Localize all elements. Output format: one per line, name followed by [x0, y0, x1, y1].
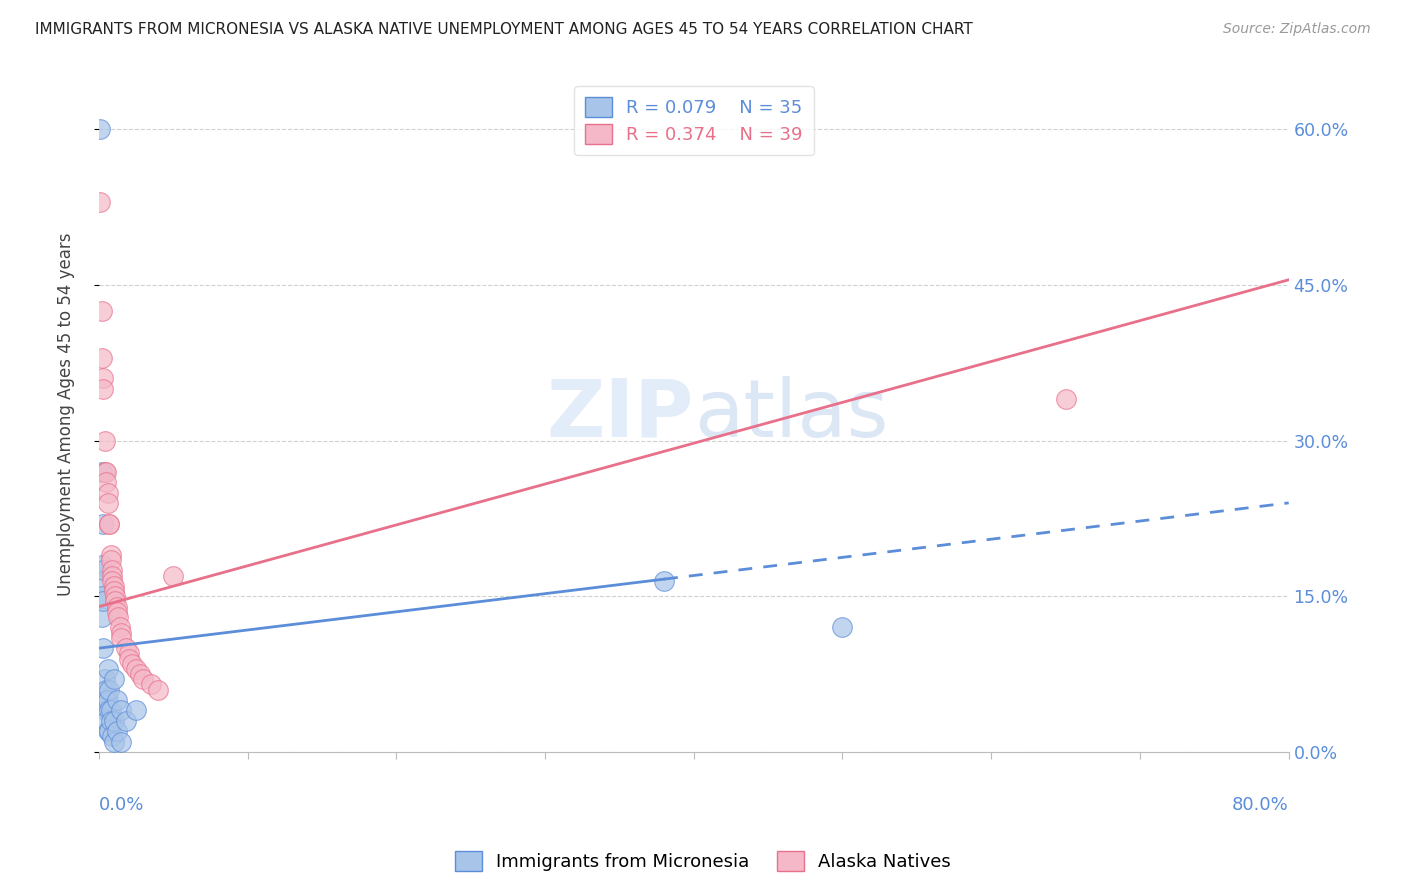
Text: 80.0%: 80.0%: [1232, 796, 1289, 814]
Legend: Immigrants from Micronesia, Alaska Natives: Immigrants from Micronesia, Alaska Nativ…: [447, 844, 959, 879]
Point: [91, 516, 114, 531]
Point: [101, 574, 124, 588]
Point: [97, 485, 120, 500]
Point: [125, 662, 148, 676]
Point: [93, 434, 115, 448]
Point: [98, 724, 121, 739]
Point: [104, 594, 127, 608]
Point: [89, 194, 111, 209]
Point: [91, 594, 114, 608]
Point: [101, 730, 124, 744]
Point: [91, 563, 114, 577]
Point: [90, 351, 112, 365]
Point: [117, 646, 139, 660]
Point: [107, 610, 129, 624]
Point: [90, 589, 112, 603]
Point: [114, 641, 136, 656]
Point: [100, 548, 122, 562]
Point: [98, 516, 121, 531]
Point: [114, 714, 136, 728]
Point: [105, 693, 128, 707]
Text: IMMIGRANTS FROM MICRONESIA VS ALASKA NATIVE UNEMPLOYMENT AMONG AGES 45 TO 54 YEA: IMMIGRANTS FROM MICRONESIA VS ALASKA NAT…: [35, 22, 973, 37]
Point: [652, 574, 675, 588]
Text: atlas: atlas: [693, 376, 889, 454]
Point: [96, 714, 118, 728]
Point: [129, 667, 152, 681]
Point: [97, 496, 120, 510]
Point: [97, 693, 120, 707]
Point: [101, 563, 124, 577]
Legend: R = 0.079    N = 35, R = 0.374    N = 39: R = 0.079 N = 35, R = 0.374 N = 39: [574, 87, 814, 155]
Point: [110, 703, 132, 717]
Point: [100, 703, 122, 717]
Point: [103, 734, 125, 748]
Point: [93, 465, 115, 479]
Point: [110, 734, 132, 748]
Point: [1054, 392, 1077, 406]
Point: [90, 304, 112, 318]
Point: [108, 620, 131, 634]
Point: [91, 382, 114, 396]
Point: [101, 568, 124, 582]
Point: [100, 553, 122, 567]
Point: [104, 589, 127, 603]
Point: [90, 610, 112, 624]
Point: [132, 673, 155, 687]
Point: [117, 651, 139, 665]
Point: [93, 673, 115, 687]
Point: [89, 122, 111, 136]
Point: [148, 682, 170, 697]
Point: [98, 516, 121, 531]
Point: [105, 724, 128, 739]
Point: [105, 605, 128, 619]
Point: [90, 465, 112, 479]
Point: [96, 475, 118, 489]
Point: [831, 620, 853, 634]
Point: [93, 703, 115, 717]
Point: [98, 703, 121, 717]
Text: ZIP: ZIP: [547, 376, 693, 454]
Point: [110, 631, 132, 645]
Point: [121, 657, 143, 671]
Point: [97, 662, 120, 676]
Point: [91, 371, 114, 385]
Text: 0.0%: 0.0%: [98, 796, 145, 814]
Point: [100, 714, 122, 728]
Point: [139, 677, 162, 691]
Point: [103, 584, 125, 599]
Point: [98, 682, 121, 697]
Point: [91, 641, 114, 656]
Text: Source: ZipAtlas.com: Source: ZipAtlas.com: [1223, 22, 1371, 37]
Point: [90, 574, 112, 588]
Point: [90, 558, 112, 573]
Point: [162, 568, 184, 582]
Y-axis label: Unemployment Among Ages 45 to 54 years: Unemployment Among Ages 45 to 54 years: [58, 233, 75, 597]
Point: [96, 682, 118, 697]
Point: [105, 599, 128, 614]
Point: [103, 714, 125, 728]
Point: [125, 703, 148, 717]
Point: [103, 673, 125, 687]
Point: [97, 724, 120, 739]
Point: [103, 579, 125, 593]
Point: [96, 465, 118, 479]
Point: [110, 625, 132, 640]
Point: [96, 693, 118, 707]
